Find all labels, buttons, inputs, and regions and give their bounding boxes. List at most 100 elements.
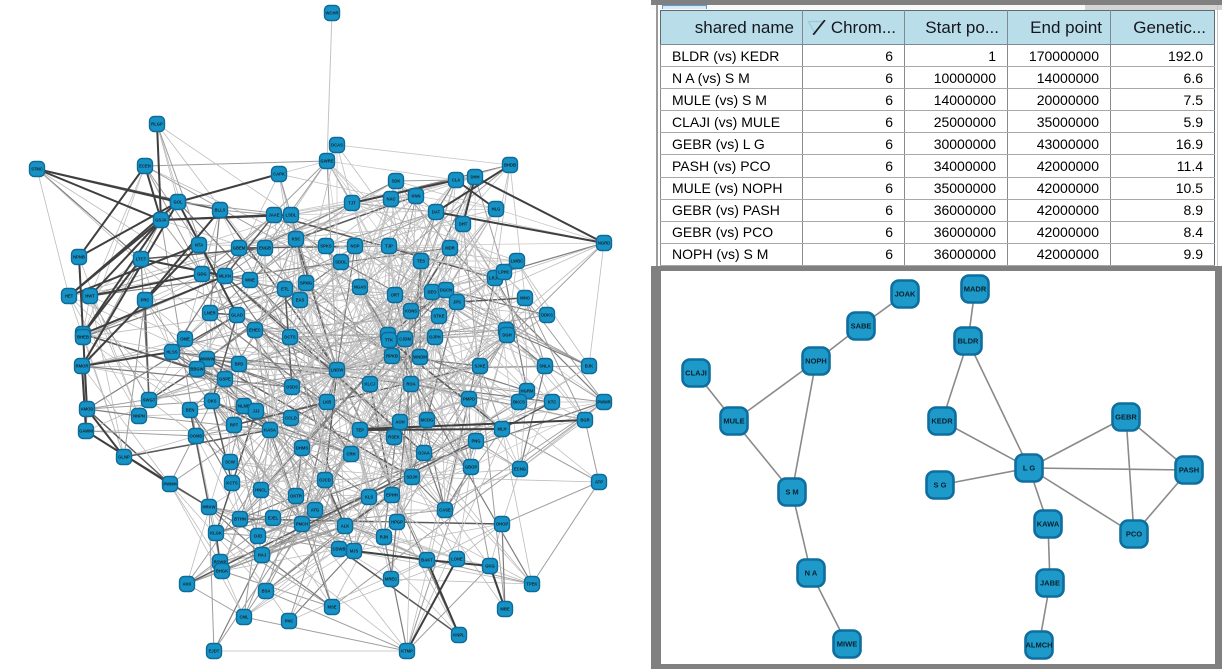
svg-text:SDOL: SDOL xyxy=(335,260,347,265)
svg-text:NPNB: NPNB xyxy=(73,255,85,260)
svg-text:BEN: BEN xyxy=(186,408,195,413)
svg-text:RLGP: RLGP xyxy=(151,122,163,127)
svg-text:MIWE: MIWE xyxy=(837,640,857,649)
svg-text:NGRD: NGRD xyxy=(598,241,610,246)
svg-text:BKCS: BKCS xyxy=(513,400,525,405)
svg-text:ALK: ALK xyxy=(341,524,350,529)
svg-text:SPMG: SPMG xyxy=(300,281,312,286)
svg-text:KTC: KTC xyxy=(548,400,557,405)
svg-text:CRH: CRH xyxy=(346,452,355,457)
svg-text:ALMCH: ALMCH xyxy=(1025,641,1052,650)
svg-text:KTMP: KTMP xyxy=(401,649,413,654)
svg-text:OKTR: OKTR xyxy=(290,494,302,499)
svg-text:KLCJ: KLCJ xyxy=(365,382,377,387)
svg-text:WNE: WNE xyxy=(245,278,255,283)
svg-text:TES: TES xyxy=(417,259,425,264)
svg-text:CJDM: CJDM xyxy=(399,337,411,342)
svg-text:S M: S M xyxy=(785,488,798,497)
svg-text:BTHN: BTHN xyxy=(234,517,246,522)
svg-text:DEO: DEO xyxy=(427,290,437,295)
svg-text:CML: CML xyxy=(239,615,249,620)
svg-text:BGR: BGR xyxy=(580,418,589,423)
svg-text:JOAK: JOAK xyxy=(895,290,916,299)
svg-text:MCDG: MCDG xyxy=(421,418,434,423)
svg-text:GLNP: GLNP xyxy=(118,455,130,460)
svg-text:LWBC: LWBC xyxy=(511,259,523,264)
svg-text:RMOR: RMOR xyxy=(76,364,89,369)
svg-text:GDG: GDG xyxy=(197,272,207,277)
svg-text:NTA: NTA xyxy=(195,243,203,248)
svg-text:HPGP: HPGP xyxy=(391,520,403,525)
svg-text:WNDM: WNDM xyxy=(413,355,427,360)
svg-text:KSC: KSC xyxy=(292,237,301,242)
svg-text:GBEM: GBEM xyxy=(233,246,246,251)
svg-text:LTCT: LTCT xyxy=(136,257,147,262)
svg-text:OKS: OKS xyxy=(207,399,216,404)
svg-text:PWMR: PWMR xyxy=(597,400,610,405)
svg-text:MADR: MADR xyxy=(964,285,987,294)
svg-text:EAS: EAS xyxy=(296,298,305,303)
svg-text:KCTS: KCTS xyxy=(226,481,238,486)
svg-text:LRJW: LRJW xyxy=(489,276,501,281)
svg-text:LONE: LONE xyxy=(451,557,463,562)
svg-text:MLH: MLH xyxy=(497,427,506,432)
svg-text:GSJA: GSJA xyxy=(155,218,166,223)
svg-text:ORT: ORT xyxy=(391,293,400,298)
svg-text:EPHH: EPHH xyxy=(386,493,398,498)
svg-text:CCLD: CCLD xyxy=(285,416,297,421)
svg-text:OJPH: OJPH xyxy=(429,335,440,340)
svg-text:NAC: NAC xyxy=(386,197,395,202)
svg-text:EJDT: EJDT xyxy=(209,649,220,654)
svg-text:DHH: DHH xyxy=(470,175,479,180)
svg-text:TJT: TJT xyxy=(348,201,356,206)
svg-text:DAT: DAT xyxy=(432,210,441,215)
svg-text:HET: HET xyxy=(65,294,74,299)
svg-text:MDR: MDR xyxy=(445,246,455,251)
svg-text:SDK: SDK xyxy=(392,179,401,184)
svg-text:SWGT: SWGT xyxy=(143,398,156,403)
svg-text:CLAJI: CLAJI xyxy=(685,369,707,378)
svg-text:LNDW: LNDW xyxy=(331,368,344,373)
svg-text:RSWP: RSWP xyxy=(214,560,227,565)
svg-text:OME: OME xyxy=(180,337,190,342)
svg-text:HNCL: HNCL xyxy=(255,488,267,493)
svg-text:GKG: GKG xyxy=(485,564,495,569)
svg-text:BLDR: BLDR xyxy=(958,337,979,346)
svg-text:PMPD: PMPD xyxy=(463,397,475,402)
svg-text:HWT: HWT xyxy=(85,294,95,299)
svg-text:RPKB: RPKB xyxy=(386,354,398,359)
svg-text:BLLS: BLLS xyxy=(215,208,226,213)
svg-text:CAPK: CAPK xyxy=(273,172,285,177)
svg-text:CLA: CLA xyxy=(452,178,461,183)
svg-text:DDKS: DDKS xyxy=(541,313,553,318)
svg-text:LPHC: LPHC xyxy=(498,270,509,275)
svg-text:SDJH: SDJH xyxy=(406,475,417,480)
svg-text:NGAS: NGAS xyxy=(354,285,366,290)
svg-text:OOMD: OOMD xyxy=(189,434,202,439)
svg-text:LSDL: LSDL xyxy=(286,213,297,218)
svg-text:PCO: PCO xyxy=(1126,530,1142,539)
svg-text:TEP: TEP xyxy=(356,428,364,433)
svg-text:AMOD: AMOD xyxy=(81,407,94,412)
svg-text:HGRM: HGRM xyxy=(521,389,534,394)
svg-text:MLKN: MLKN xyxy=(219,274,231,279)
svg-text:LKB: LKB xyxy=(323,400,332,405)
svg-text:OJCD: OJCD xyxy=(319,478,331,483)
svg-text:KNPL: KNPL xyxy=(453,633,465,638)
svg-text:SPKS: SPKS xyxy=(320,244,332,249)
svg-text:GSPE: GSPE xyxy=(219,377,231,382)
svg-text:KNN: KNN xyxy=(411,194,420,199)
svg-text:ETL: ETL xyxy=(281,287,289,292)
svg-text:ECNG: ECNG xyxy=(514,467,526,472)
svg-text:PNG: PNG xyxy=(471,439,480,444)
svg-text:JPS: JPS xyxy=(453,300,461,305)
svg-text:STMC: STMC xyxy=(31,167,43,172)
svg-text:ROA: ROA xyxy=(406,382,415,387)
svg-text:BHEB: BHEB xyxy=(77,335,89,340)
svg-text:BBGW: BBGW xyxy=(190,367,203,372)
svg-text:AOH: AOH xyxy=(395,420,404,425)
svg-text:CASE: CASE xyxy=(439,508,451,513)
svg-text:WCHR: WCHR xyxy=(325,11,338,16)
svg-text:MHO: MHO xyxy=(520,296,531,301)
svg-text:PNC: PNC xyxy=(285,619,294,624)
